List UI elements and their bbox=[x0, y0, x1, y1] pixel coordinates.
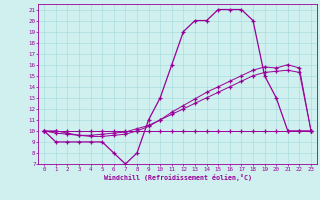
X-axis label: Windchill (Refroidissement éolien,°C): Windchill (Refroidissement éolien,°C) bbox=[104, 174, 252, 181]
